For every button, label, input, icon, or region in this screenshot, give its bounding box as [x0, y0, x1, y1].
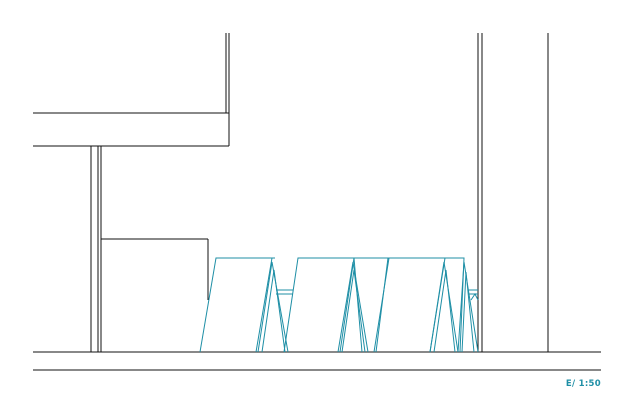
- upper-wall-slab: [33, 33, 230, 147]
- folding-panels: [199, 257, 479, 353]
- floor-line: [33, 351, 601, 371]
- right-wall: [477, 33, 549, 352]
- left-column: [90, 146, 102, 352]
- scale-label: E/ 1:50: [565, 379, 601, 389]
- counter-block: [101, 238, 209, 300]
